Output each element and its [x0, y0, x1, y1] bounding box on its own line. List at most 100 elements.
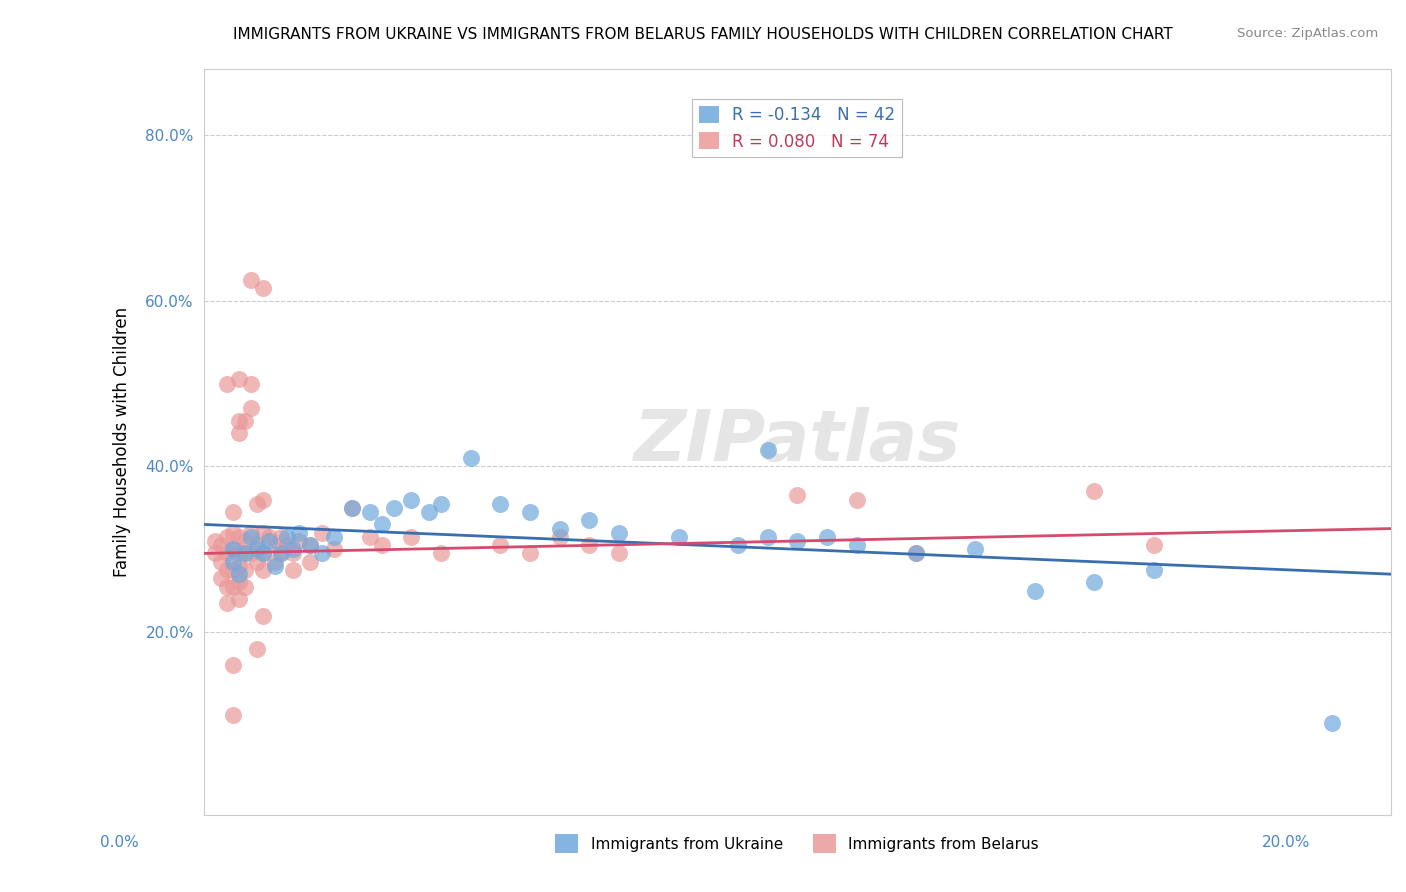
Point [233, 580, 256, 594]
Point [217, 596, 239, 610]
Legend: R = -0.134   N = 42, R = 0.080   N = 74: R = -0.134 N = 42, R = 0.080 N = 74 [692, 99, 903, 157]
Point [228, 546, 250, 560]
Point [240, 546, 263, 560]
Point [233, 534, 256, 549]
Point [217, 530, 239, 544]
Point [228, 372, 250, 386]
Point [370, 538, 392, 552]
Point [246, 555, 269, 569]
Point [382, 500, 405, 515]
Point [287, 534, 309, 549]
Point [217, 376, 239, 391]
Point [1083, 484, 1105, 499]
Point [204, 546, 226, 560]
Point [1024, 583, 1046, 598]
Point [270, 546, 292, 560]
Point [233, 546, 256, 560]
Point [430, 546, 453, 560]
Point [340, 500, 363, 515]
Point [246, 641, 269, 656]
Point [607, 525, 630, 540]
Point [252, 281, 274, 295]
Text: ZIPatlas: ZIPatlas [634, 407, 960, 476]
Text: Source: ZipAtlas.com: Source: ZipAtlas.com [1237, 27, 1378, 40]
Point [222, 555, 245, 569]
Point [578, 513, 600, 527]
Point [519, 546, 541, 560]
Point [257, 534, 280, 549]
Point [240, 530, 263, 544]
Point [965, 542, 987, 557]
Point [228, 575, 250, 590]
Point [222, 525, 245, 540]
Point [263, 555, 285, 569]
Point [240, 401, 263, 416]
Point [222, 505, 245, 519]
Point [263, 558, 285, 573]
Point [1142, 563, 1164, 577]
Point [905, 546, 928, 560]
Point [1320, 716, 1343, 731]
Point [340, 500, 363, 515]
Point [756, 530, 779, 544]
Point [299, 538, 322, 552]
Point [430, 497, 453, 511]
Point [359, 530, 381, 544]
Point [252, 563, 274, 577]
Point [270, 530, 292, 544]
Point [281, 563, 304, 577]
Point [222, 658, 245, 673]
Point [489, 497, 512, 511]
Point [359, 505, 381, 519]
Point [299, 538, 322, 552]
Point [240, 525, 263, 540]
Point [209, 571, 232, 585]
Point [233, 563, 256, 577]
Point [668, 530, 690, 544]
Point [233, 414, 256, 428]
Point [252, 492, 274, 507]
Point [786, 488, 808, 502]
Point [905, 546, 928, 560]
Point [370, 517, 392, 532]
Point [418, 505, 440, 519]
Text: 20.0%: 20.0% [1263, 836, 1310, 850]
Point [222, 542, 245, 557]
Point [1083, 575, 1105, 590]
Point [281, 542, 304, 557]
Point [276, 530, 298, 544]
Point [240, 376, 263, 391]
Point [756, 442, 779, 457]
Point [607, 546, 630, 560]
Point [460, 451, 482, 466]
Point [287, 525, 309, 540]
Text: IMMIGRANTS FROM UKRAINE VS IMMIGRANTS FROM BELARUS FAMILY HOUSEHOLDS WITH CHILDR: IMMIGRANTS FROM UKRAINE VS IMMIGRANTS FR… [233, 27, 1173, 42]
Point [815, 530, 838, 544]
Point [217, 580, 239, 594]
Point [240, 273, 263, 287]
Point [578, 538, 600, 552]
Point [281, 546, 304, 560]
Point [228, 414, 250, 428]
Point [270, 546, 292, 560]
Point [252, 525, 274, 540]
Point [845, 492, 868, 507]
Point [519, 505, 541, 519]
Point [228, 592, 250, 607]
Point [786, 534, 808, 549]
Point [228, 558, 250, 573]
Point [246, 542, 269, 557]
Point [299, 555, 322, 569]
Point [252, 546, 274, 560]
Point [257, 530, 280, 544]
Point [222, 580, 245, 594]
Point [217, 563, 239, 577]
Point [217, 546, 239, 560]
Point [401, 530, 423, 544]
Point [209, 538, 232, 552]
Point [263, 538, 285, 552]
Point [323, 530, 346, 544]
Point [311, 546, 333, 560]
Point [548, 522, 571, 536]
Point [845, 538, 868, 552]
